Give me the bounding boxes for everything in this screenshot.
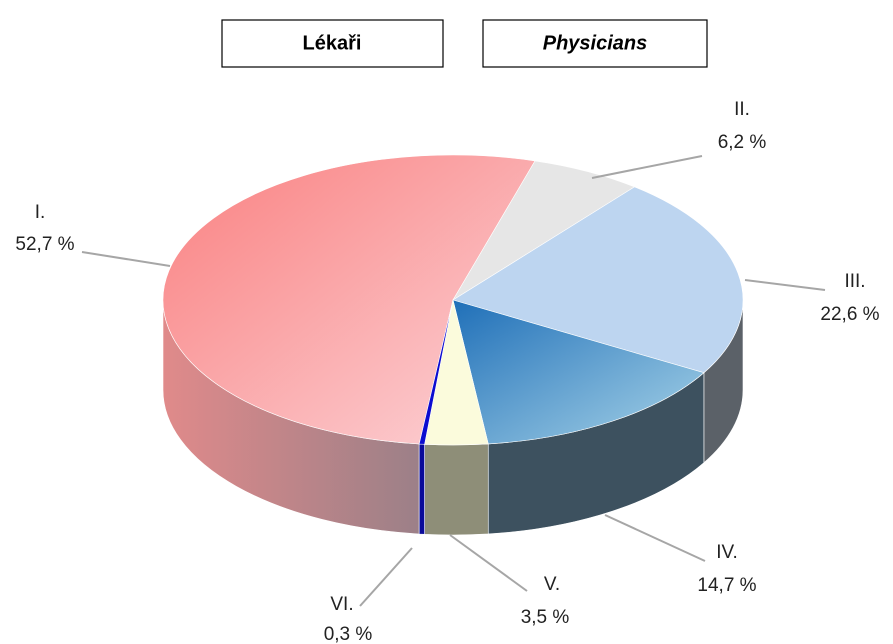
chart-title: Lékaři — [303, 32, 362, 54]
slice-side — [418, 443, 425, 535]
slice — [452, 186, 744, 374]
category-label: I. — [35, 202, 46, 223]
value-label: 3,5 % — [521, 607, 570, 628]
leader-line — [591, 155, 703, 179]
value-label: 6,2 % — [718, 132, 767, 153]
slice — [162, 154, 536, 445]
category-label: V. — [544, 574, 560, 595]
value-label: 14,7 % — [697, 575, 756, 596]
slice-side — [424, 443, 489, 536]
value-label: 52,7 % — [15, 234, 74, 255]
leader-line — [359, 547, 413, 607]
leader-line — [449, 534, 528, 592]
category-label: II. — [734, 99, 750, 120]
leader-line — [744, 279, 826, 291]
labels: I. 52,7 % II. 6,2 % III. 22,6 % IV. 14,7 % V. 3,5… — [15, 99, 879, 644]
chart-subtitle: Physicians — [543, 32, 648, 54]
value-label: 0,3 % — [324, 624, 373, 644]
slice — [418, 299, 454, 445]
category-label: VI. — [330, 594, 353, 615]
leader-line — [81, 251, 171, 267]
slice — [452, 299, 705, 445]
pie — [162, 154, 744, 536]
value-label: 22,6 % — [820, 304, 879, 325]
title-box — [221, 19, 444, 68]
subtitle-box — [482, 19, 708, 68]
category-label: III. — [844, 271, 865, 292]
leader-line — [604, 514, 706, 562]
category-label: IV. — [716, 542, 738, 563]
